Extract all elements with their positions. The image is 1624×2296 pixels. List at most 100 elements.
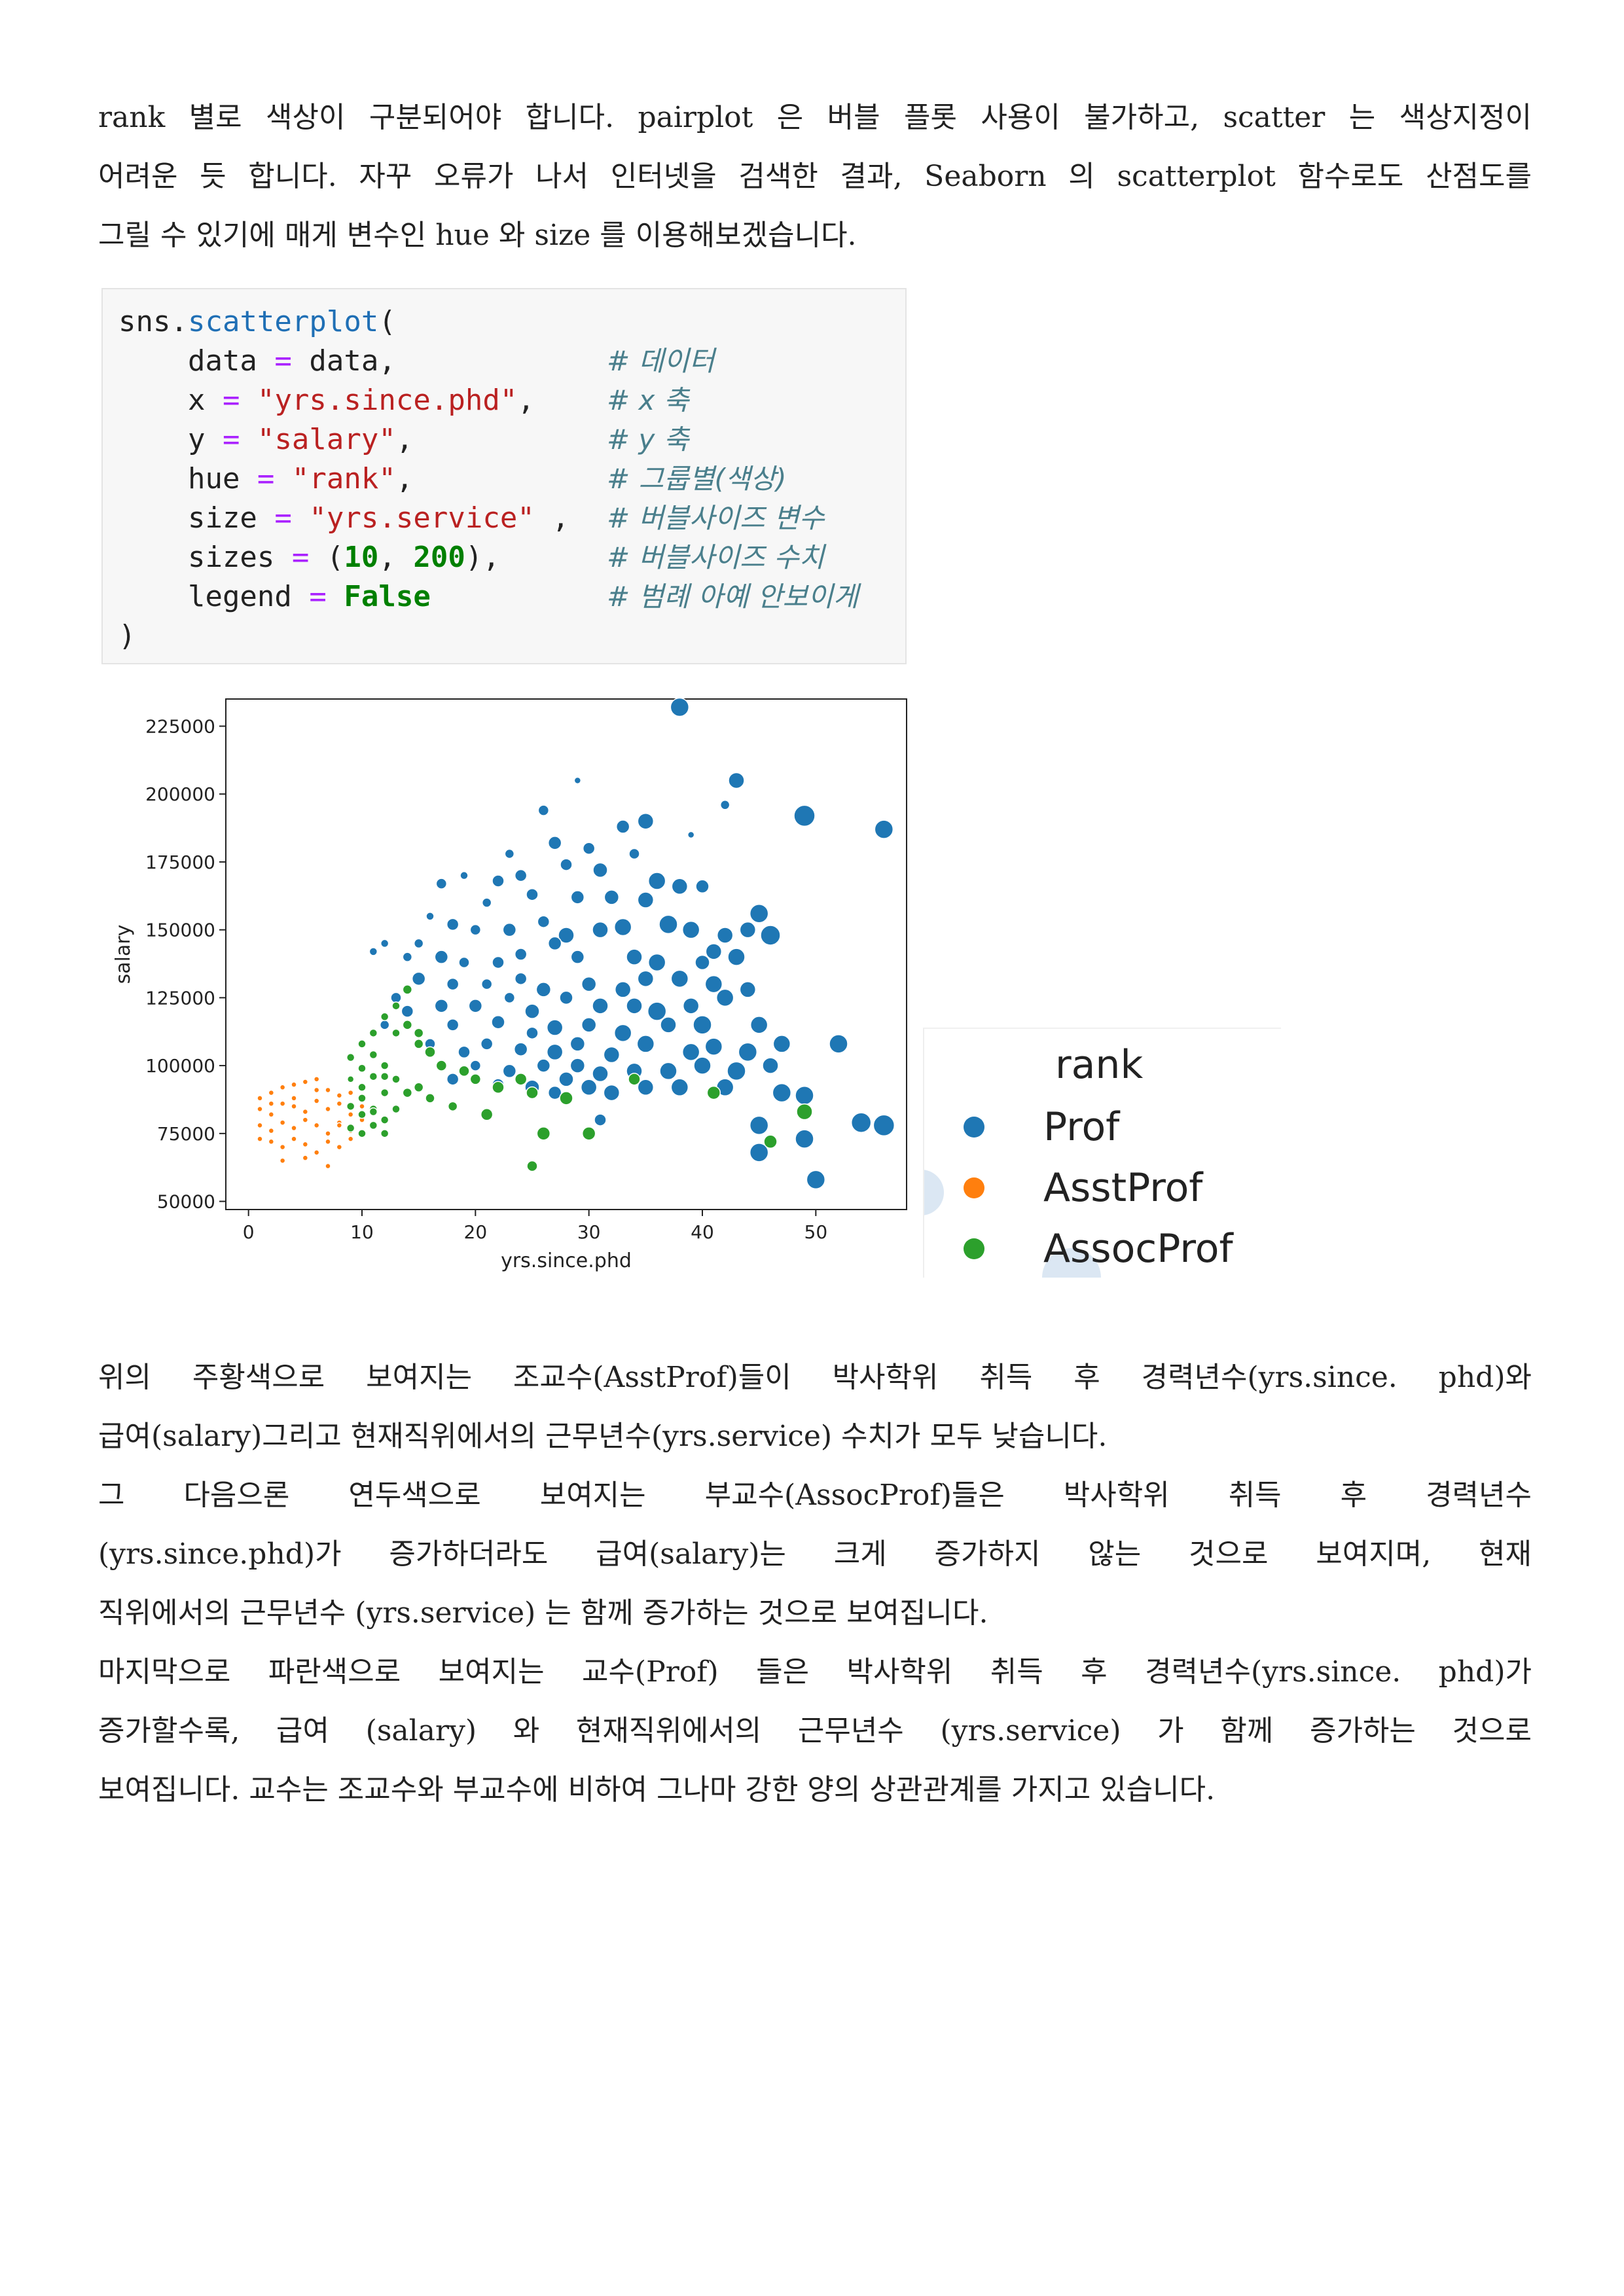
point-asstprof [313, 1098, 320, 1104]
point-prof [547, 836, 562, 850]
point-asstprof [336, 1100, 343, 1107]
point-asstprof [279, 1119, 286, 1126]
point-prof [503, 992, 516, 1004]
point-prof [458, 1045, 471, 1059]
point-assocprof [706, 1085, 721, 1100]
point-assocprof [369, 1121, 378, 1130]
point-assocprof [559, 1091, 573, 1105]
point-prof [524, 1003, 540, 1019]
point-prof [670, 697, 690, 717]
point-prof [874, 819, 894, 839]
point-prof [647, 1001, 667, 1021]
point-prof [537, 804, 550, 816]
point-prof [480, 978, 493, 990]
point-assocprof [458, 1065, 470, 1077]
point-assocprof [514, 1073, 528, 1086]
point-prof [772, 1083, 792, 1103]
point-asstprof [257, 1095, 263, 1102]
point-asstprof [347, 1089, 354, 1096]
point-prof [570, 950, 585, 964]
point-prof [580, 1079, 598, 1096]
intro-line: 그릴 수 있기에 매게 변수인 hue 와 size 를 이용해보겠습니다. [98, 219, 857, 252]
legend-item-asstprof: AsstProf [964, 1158, 1202, 1217]
point-asstprof [268, 1111, 275, 1118]
point-prof [715, 988, 734, 1007]
y-tick-label: 225000 [145, 715, 215, 737]
point-asstprof [313, 1086, 320, 1094]
scatter-chart: 50000 75000 100000 125000 150000 175000 200000… [112, 697, 907, 1272]
legend-item-prof: Prof [964, 1098, 1119, 1157]
point-asstprof [291, 1124, 297, 1132]
point-assocprof [424, 1046, 436, 1058]
point-prof [695, 879, 710, 894]
x-tick-label: 10 [350, 1221, 374, 1243]
point-prof [458, 956, 470, 969]
point-asstprof [302, 1108, 309, 1115]
point-assocprof [469, 1073, 482, 1085]
point-prof [727, 948, 746, 966]
y-axis-label: salary [112, 925, 135, 984]
point-prof [546, 1019, 564, 1036]
point-prof [670, 1078, 689, 1097]
point-assocprof [763, 1134, 778, 1149]
point-asstprof [279, 1100, 286, 1107]
y-tick-label: 50000 [157, 1191, 215, 1213]
point-prof [762, 1057, 779, 1074]
point-prof [670, 969, 689, 988]
point-asstprof [257, 1122, 263, 1129]
point-prof [526, 1026, 539, 1040]
point-asstprof [313, 1149, 320, 1156]
point-prof [749, 1115, 769, 1136]
point-assocprof [391, 1075, 401, 1084]
point-assocprof [369, 1071, 378, 1081]
point-asstprof [291, 1081, 297, 1088]
point-assocprof [357, 1129, 367, 1138]
point-prof [390, 992, 402, 1004]
point-prof [559, 990, 573, 1005]
legend: rank Prof AsstProf AssocProf [923, 1028, 1281, 1278]
point-prof [468, 999, 483, 1013]
y-tick-label: 100000 [145, 1055, 215, 1077]
point-prof [411, 971, 426, 986]
y-tick-label: 150000 [145, 920, 215, 941]
point-asstprof [291, 1095, 297, 1102]
code-line: sizes = (10, 200), [118, 541, 500, 574]
analysis-line: 증가할수록, 급여 (salary) 와 현재직위에서의 근무년수 (yrs.s… [98, 1714, 1532, 1748]
point-prof [615, 819, 630, 834]
code-comment: # 그룹별(색상) [607, 463, 787, 495]
point-assocprof [480, 1108, 494, 1121]
point-asstprof [268, 1138, 275, 1145]
code-line: data = data, [118, 344, 396, 378]
point-prof [716, 927, 734, 944]
point-prof [681, 920, 700, 939]
code-line: x = "yrs.since.phd", [118, 384, 535, 417]
y-tick-label: 175000 [145, 852, 215, 873]
code-line: y = "salary", [118, 423, 414, 456]
analysis-line: 위의 주황색으로 보여지는 조교수(AsstProf)들이 박사학위 취득 후 … [98, 1361, 1532, 1394]
point-prof [435, 878, 448, 889]
point-prof [480, 1037, 494, 1050]
legend-label: Prof [1043, 1104, 1120, 1150]
point-prof [693, 1056, 712, 1075]
legend-title: rank [1055, 1042, 1144, 1088]
point-prof [772, 1035, 791, 1053]
point-assocprof [369, 1107, 378, 1117]
point-prof [695, 954, 710, 971]
point-prof [569, 1058, 586, 1073]
point-assocprof [380, 1061, 389, 1070]
point-prof [637, 812, 655, 830]
point-assocprof [796, 1103, 813, 1121]
analysis-paragraph: 위의 주황색으로 보여지는 조교수(AsstProf)들이 박사학위 취득 후 … [98, 1348, 1532, 1820]
point-prof [637, 891, 655, 908]
point-prof [413, 938, 424, 949]
point-assocprof [357, 1110, 367, 1119]
point-prof [592, 1065, 609, 1083]
code-line: hue = "rank", [118, 462, 414, 495]
legend-dot [964, 1238, 984, 1259]
point-prof [626, 948, 643, 965]
point-prof [604, 889, 620, 905]
point-asstprof [325, 1130, 331, 1137]
x-tick-label: 0 [243, 1221, 255, 1243]
point-prof [425, 912, 435, 921]
point-assocprof [391, 1104, 401, 1114]
